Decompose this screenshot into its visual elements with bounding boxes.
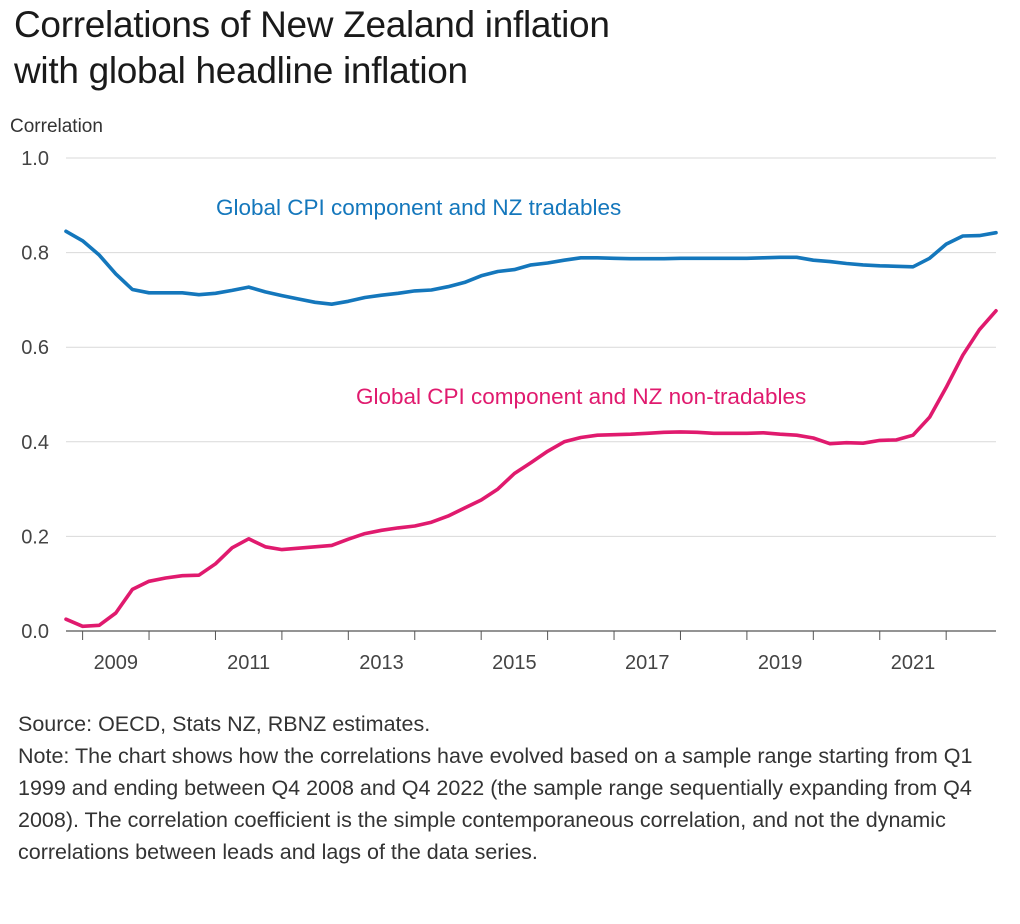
tradables-series-label: Global CPI component and NZ tradables xyxy=(216,195,621,220)
x-tick-label: 2009 xyxy=(94,652,139,674)
y-axis-label: Correlation xyxy=(10,116,103,137)
y-tick-label: 0.8 xyxy=(21,243,49,265)
x-tick-label: 2015 xyxy=(492,652,537,674)
methodology-note: Note: The chart shows how the correlatio… xyxy=(18,744,973,864)
y-tick-label: 0.2 xyxy=(21,526,49,548)
source-note: Source: OECD, Stats NZ, RBNZ estimates. xyxy=(18,712,431,736)
chart-footer: Source: OECD, Stats NZ, RBNZ estimates. … xyxy=(18,708,1008,868)
chart-title-line-1: Correlations of New Zealand inflation xyxy=(14,4,610,45)
annotations: Global CPI component and NZ tradables Glo… xyxy=(216,195,806,409)
nontradables-series-label: Global CPI component and NZ non-tradable… xyxy=(356,384,806,409)
y-tick-label: 0.4 xyxy=(21,432,49,454)
y-tick-label: 0.6 xyxy=(21,337,49,359)
line-chart: 0.00.20.40.60.81.0 2009 2011 2013 2015 2017 2… xyxy=(21,148,998,674)
chart-title: Correlations of New Zealand inflation wi… xyxy=(14,2,1014,94)
y-tick-label: 1.0 xyxy=(21,148,49,170)
y-tick-label: 0.0 xyxy=(21,621,49,643)
nontradables-series-line xyxy=(64,308,998,629)
x-axis: 2009 2011 2013 2015 2017 2019 2021 xyxy=(66,630,996,674)
series-lines xyxy=(64,229,998,629)
chart-title-line-2: with global headline inflation xyxy=(14,50,468,91)
x-tick-label: 2013 xyxy=(359,652,404,674)
tradables-series-line xyxy=(64,229,998,307)
x-tick-label: 2017 xyxy=(625,652,670,674)
x-tick-label: 2011 xyxy=(227,652,270,674)
x-tick-label: 2021 xyxy=(891,652,936,674)
x-tick-label: 2019 xyxy=(758,652,803,674)
